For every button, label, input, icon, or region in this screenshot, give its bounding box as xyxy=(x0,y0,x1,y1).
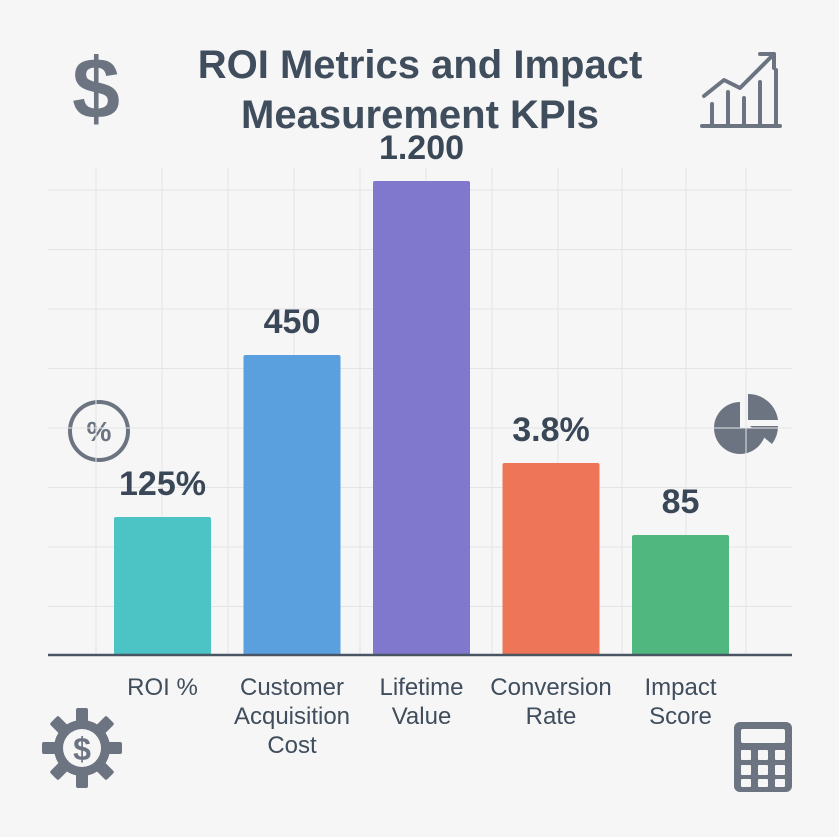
bar xyxy=(114,517,211,655)
bar xyxy=(373,181,470,655)
svg-text:%: % xyxy=(87,416,112,447)
svg-text:$: $ xyxy=(72,42,120,132)
data-label: 125% xyxy=(119,465,206,503)
data-label: 85 xyxy=(662,483,700,521)
category-label: Impact Score xyxy=(644,674,716,730)
category-label: ROI % xyxy=(127,674,198,701)
category-label: Customer Acquisition Cost xyxy=(234,674,350,759)
calculator-icon xyxy=(734,722,792,792)
growth-chart-icon xyxy=(700,52,782,128)
category-label: Lifetime Value xyxy=(379,674,463,730)
dollar-icon: $ xyxy=(72,42,120,132)
svg-text:$: $ xyxy=(73,731,91,767)
chart-title-line-1: ROI Metrics and Impact xyxy=(197,43,643,87)
bar xyxy=(243,355,341,655)
bar xyxy=(502,463,600,655)
data-label: 1.200 xyxy=(379,129,464,167)
data-label: 450 xyxy=(264,303,321,341)
percent-icon: % xyxy=(68,400,130,462)
dollar-gear-icon: $ xyxy=(42,708,122,788)
bar xyxy=(632,535,729,655)
chart-title: ROI Metrics and Impact Measurement KPIs xyxy=(140,40,700,140)
data-label: 3.8% xyxy=(512,411,590,449)
chart-title-line-2: Measurement KPIs xyxy=(241,93,599,137)
category-label: Conversion Rate xyxy=(490,674,611,730)
